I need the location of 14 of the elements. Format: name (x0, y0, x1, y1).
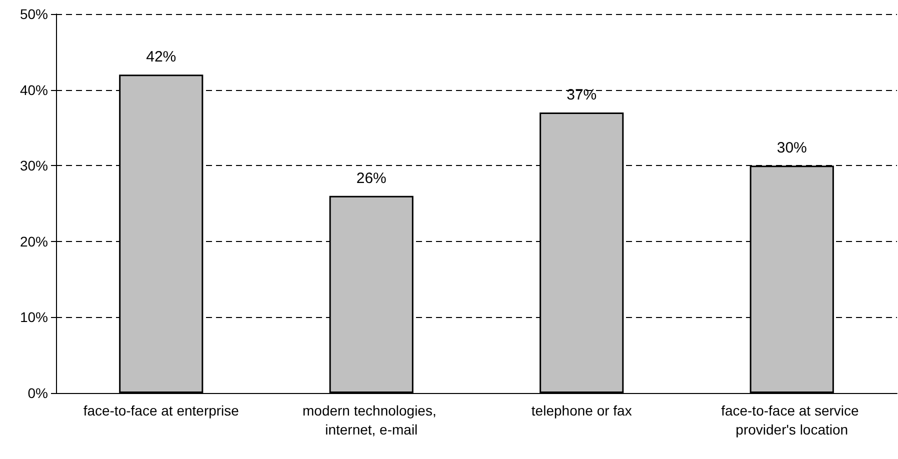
data-label: 26% (356, 170, 386, 187)
y-tick-label: 20% (20, 233, 48, 250)
data-label: 37% (566, 86, 597, 104)
x-tick-label: telephone or fax (531, 402, 632, 418)
x-tick-label: face-to-face at service provider's location (721, 402, 863, 438)
y-tick-label: 0% (28, 385, 48, 401)
y-tick-label: 30% (20, 158, 48, 174)
data-label: 42% (146, 48, 176, 66)
data-label: 30% (776, 140, 807, 157)
y-tick-label: 40% (20, 82, 48, 98)
x-tick-label: face-to-face at enterprise (83, 402, 240, 418)
y-tick-label: 50% (20, 6, 48, 22)
y-tick-label: 10% (20, 309, 48, 326)
x-tick-label: modern technologies, internet, e-mail (302, 402, 440, 438)
